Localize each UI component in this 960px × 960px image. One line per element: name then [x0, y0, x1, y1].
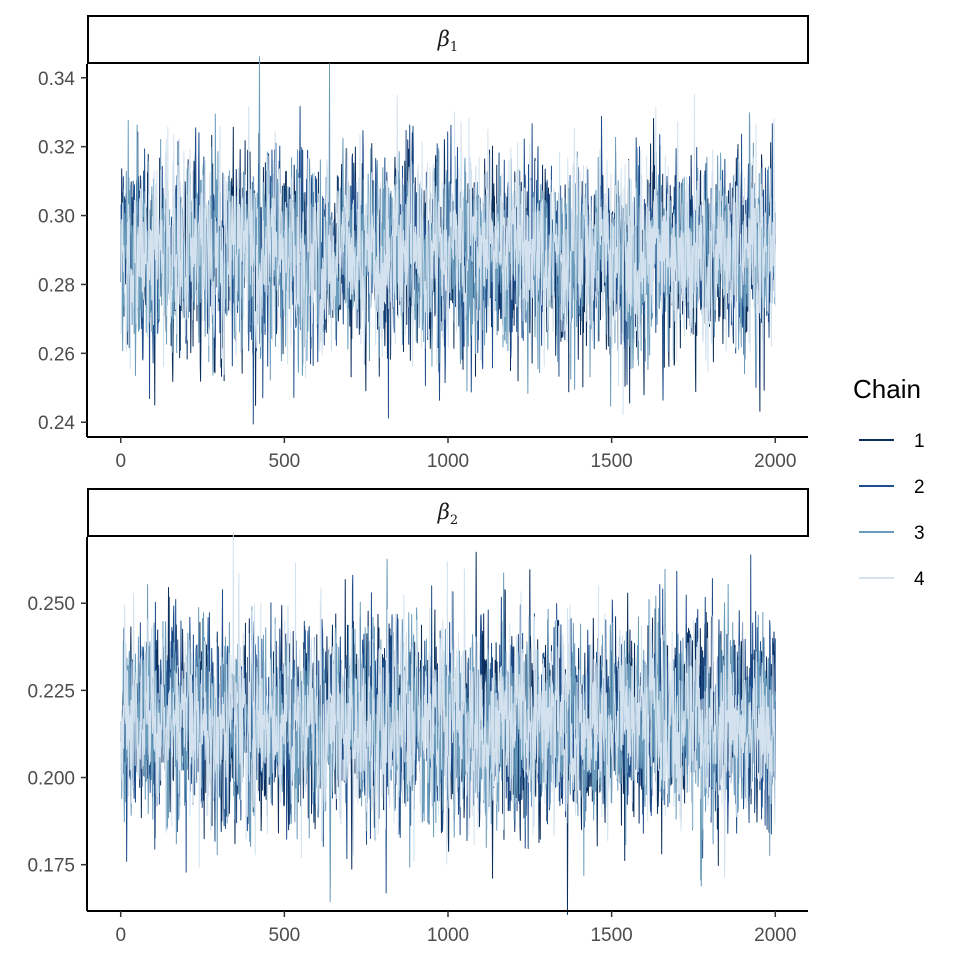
- x-tick-label: 1000: [427, 451, 469, 472]
- y-tick-label: 0.32: [38, 138, 75, 159]
- y-tick-label: 0.175: [27, 856, 75, 877]
- y-tick-label: 0.24: [38, 413, 75, 434]
- legend-item-chain-2: 2: [859, 477, 925, 498]
- legend-label-chain-2: 2: [914, 477, 925, 498]
- x-tick-label: 2000: [754, 925, 796, 946]
- legend-item-chain-1: 1: [859, 431, 925, 452]
- plot-area-beta-2: [120, 531, 776, 916]
- strip-beta-1: [87, 15, 809, 64]
- y-axis-beta-1: 0.24 0.26 0.28 0.30 0.32 0.34: [38, 64, 88, 437]
- plot-area-beta-1: [120, 56, 776, 425]
- y-tick-label: 0.30: [38, 207, 75, 228]
- y-tick-label: 0.225: [27, 681, 75, 702]
- x-tick-label: 500: [269, 451, 301, 472]
- trace-chain-4: [120, 531, 776, 878]
- y-tick-label: 0.34: [38, 69, 75, 90]
- y-tick-label: 0.200: [27, 769, 75, 790]
- strip-beta-2: [87, 488, 809, 537]
- x-tick-label: 0: [115, 925, 126, 946]
- strip-label-beta-2: β2: [437, 500, 458, 528]
- legend-label-chain-1: 1: [914, 431, 925, 452]
- x-tick-label: 0: [115, 451, 126, 472]
- x-tick-label: 500: [269, 925, 301, 946]
- y-tick-label: 0.28: [38, 275, 75, 296]
- y-tick-label: 0.26: [38, 344, 75, 365]
- panel-beta-1: β1 0.24 0.26 0.28 0.30 0.32 0.34 0 500 1000 1500…: [38, 15, 809, 472]
- legend-label-chain-3: 3: [914, 523, 925, 544]
- legend: Chain 1 2 3 4: [853, 374, 925, 590]
- legend-item-chain-3: 3: [859, 523, 925, 544]
- y-tick-label: 0.250: [27, 594, 75, 615]
- legend-label-chain-4: 4: [914, 569, 925, 590]
- legend-item-chain-4: 4: [859, 569, 925, 590]
- legend-title: Chain: [853, 374, 921, 404]
- x-tick-label: 1000: [427, 925, 469, 946]
- x-axis-beta-2: 0 500 1000 1500 2000: [87, 910, 808, 946]
- panel-beta-2: β2 0.175 0.200 0.225 0.250 0 500 1000 1500 2000: [27, 488, 809, 946]
- x-tick-label: 1500: [590, 925, 632, 946]
- x-axis-beta-1: 0 500 1000 1500 2000: [87, 436, 808, 472]
- y-axis-beta-2: 0.175 0.200 0.225 0.250: [27, 537, 88, 911]
- strip-label-beta-1: β1: [437, 27, 458, 55]
- trace-chain-4: [120, 93, 776, 415]
- x-tick-label: 2000: [754, 451, 796, 472]
- x-tick-label: 1500: [590, 451, 632, 472]
